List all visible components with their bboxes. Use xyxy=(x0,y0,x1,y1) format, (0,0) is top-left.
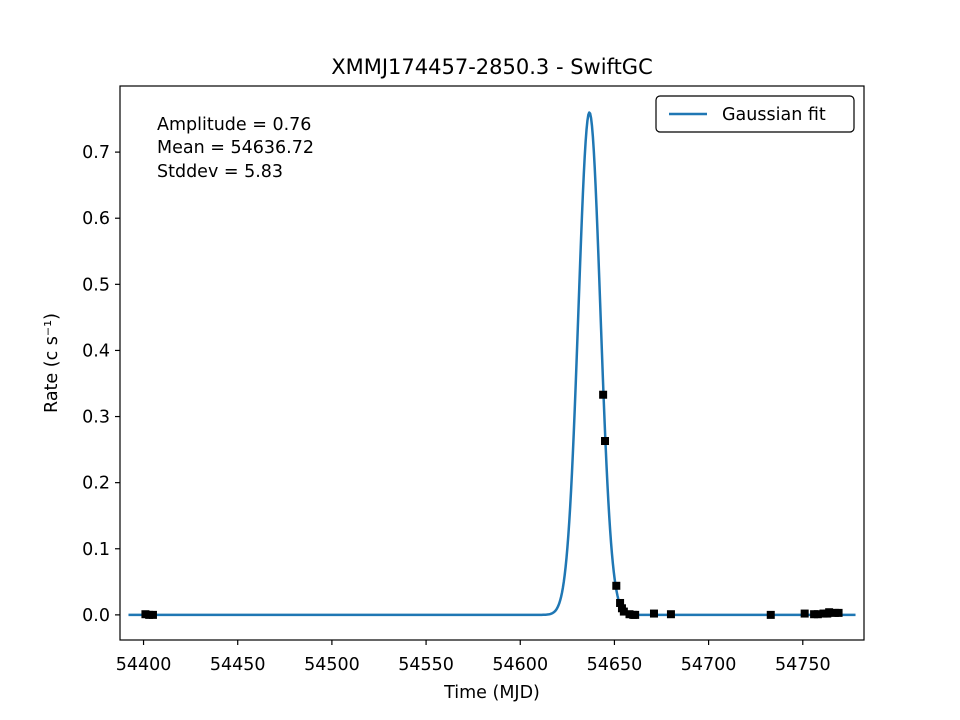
y-tick-label: 0.1 xyxy=(82,540,110,560)
axes-background xyxy=(120,86,864,640)
y-tick-label: 0.3 xyxy=(82,408,110,428)
y-tick-label: 0.7 xyxy=(82,143,110,163)
y-tick-label: 0.6 xyxy=(82,209,110,229)
data-point xyxy=(631,610,640,619)
x-axis-label: Time (MJD) xyxy=(443,683,540,703)
x-tick-label: 54500 xyxy=(304,655,360,675)
y-axis-label: Rate (c s⁻¹) xyxy=(42,313,62,413)
x-tick-label: 54700 xyxy=(681,655,737,675)
data-point xyxy=(619,607,628,616)
x-tick-label: 54450 xyxy=(210,655,266,675)
fit-parameters-annotation: Amplitude = 0.76 Mean = 54636.72 Stddev … xyxy=(157,115,314,182)
legend-box xyxy=(655,95,855,133)
x-tick-label: 54600 xyxy=(492,655,548,675)
data-point xyxy=(616,598,625,607)
data-point xyxy=(148,610,157,619)
data-point xyxy=(800,609,809,618)
fit-curve xyxy=(128,111,856,617)
data-points xyxy=(141,390,843,619)
axes-frame xyxy=(119,85,865,641)
annotation-stddev: Stddev = 5.83 xyxy=(157,162,283,182)
legend: Gaussian fit xyxy=(655,95,855,133)
y-tick-label: 0.5 xyxy=(82,275,110,295)
data-point xyxy=(599,390,608,399)
x-tick-label: 54550 xyxy=(398,655,454,675)
x-tick-label: 54400 xyxy=(116,655,172,675)
annotation-mean: Mean = 54636.72 xyxy=(157,138,314,158)
chart-title: XMMJ174457-2850.3 - SwiftGC xyxy=(331,55,653,79)
y-tick-label: 0.2 xyxy=(82,474,110,494)
x-tick-label: 54650 xyxy=(587,655,643,675)
x-axis-ticks: 54400 54450 54500 54550 54600 54650 54700 54750 xyxy=(116,640,831,675)
data-point xyxy=(601,437,610,446)
y-tick-label: 0.0 xyxy=(82,606,110,626)
data-point xyxy=(825,608,834,617)
y-axis-ticks: 0.0 0.1 0.2 0.3 0.4 0.5 0.6 0.7 xyxy=(82,143,120,626)
data-point xyxy=(666,610,675,619)
x-tick-label: 54750 xyxy=(775,655,831,675)
data-point xyxy=(612,581,621,590)
y-tick-label: 0.4 xyxy=(82,341,110,361)
plot-area xyxy=(119,85,865,641)
data-point xyxy=(834,608,843,617)
fit-layer xyxy=(128,111,856,617)
annotation-amplitude: Amplitude = 0.76 xyxy=(157,115,311,135)
data-point xyxy=(766,610,775,619)
data-point xyxy=(649,609,658,618)
legend-label-gaussian-fit: Gaussian fit xyxy=(722,105,826,125)
data-point xyxy=(813,610,822,619)
